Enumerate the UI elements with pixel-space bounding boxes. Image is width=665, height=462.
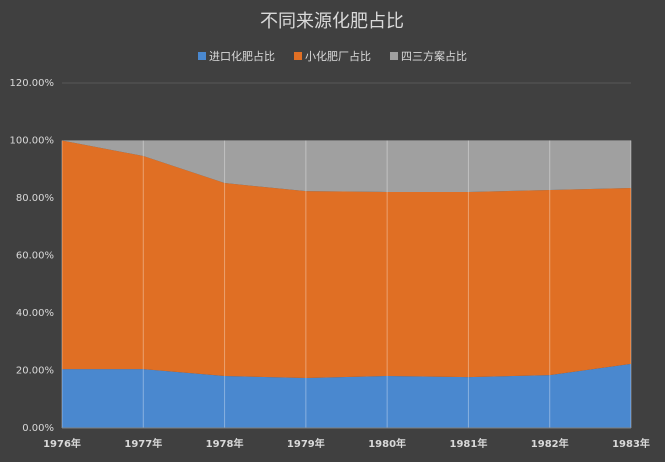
chart-title: 不同来源化肥占比 — [260, 11, 404, 32]
x-tick-label: 1982年 — [531, 437, 569, 450]
x-tick-label: 1977年 — [124, 437, 162, 450]
legend-label: 小化肥厂占比 — [305, 49, 371, 63]
y-tick-label: 100.00% — [10, 136, 55, 147]
y-tick-label: 0.00% — [22, 423, 54, 434]
y-tick-label: 120.00% — [10, 78, 55, 89]
x-tick-label: 1979年 — [287, 437, 325, 450]
legend-label: 进口化肥占比 — [209, 49, 275, 63]
legend-swatch — [198, 52, 206, 60]
legend-swatch — [390, 52, 398, 60]
x-tick-label: 1980年 — [368, 437, 406, 450]
area — [62, 140, 631, 192]
legend-label: 四三方案占比 — [401, 49, 467, 63]
y-tick-label: 80.00% — [16, 193, 54, 204]
area — [62, 140, 631, 378]
x-tick-label: 1978年 — [206, 437, 244, 450]
y-tick-label: 20.00% — [16, 366, 54, 377]
area — [62, 363, 631, 428]
x-tick-label: 1983年 — [612, 437, 650, 450]
x-tick-label: 1976年 — [43, 437, 81, 450]
legend-swatch — [294, 52, 302, 60]
y-tick-label: 60.00% — [16, 251, 54, 262]
x-tick-label: 1981年 — [450, 437, 488, 450]
y-tick-label: 40.00% — [16, 308, 54, 319]
